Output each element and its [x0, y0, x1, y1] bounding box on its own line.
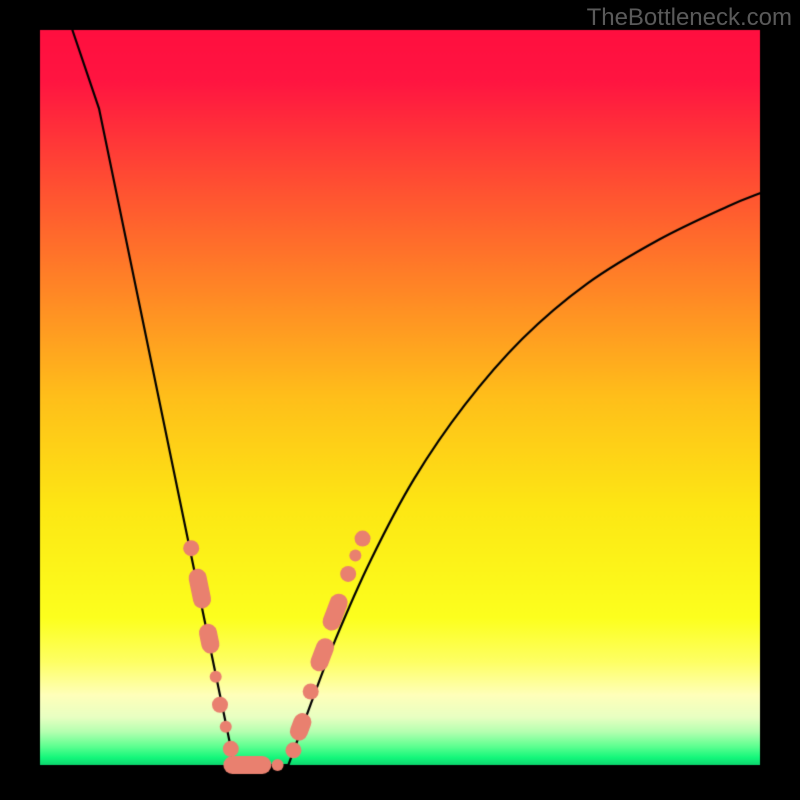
attribution-label: TheBottleneck.com	[587, 4, 792, 32]
chart-canvas	[0, 0, 800, 800]
chart-root: TheBottleneck.com	[0, 0, 800, 800]
